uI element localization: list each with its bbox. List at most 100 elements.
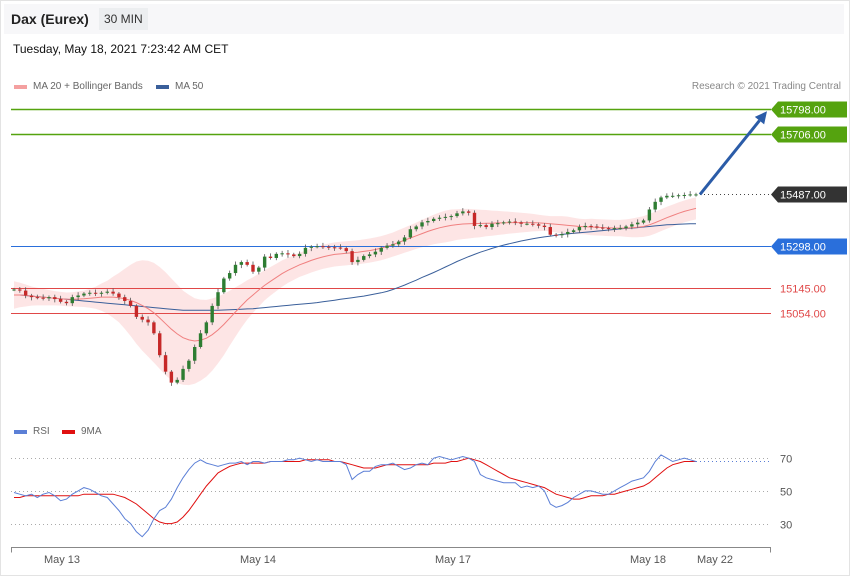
candle-body — [327, 246, 331, 248]
candle-body — [41, 297, 45, 299]
candle-body — [676, 195, 681, 197]
candle-body — [397, 241, 401, 245]
level-label-5: 15054.00 — [780, 309, 826, 321]
chart-datetime: Tuesday, May 18, 2021 7:23:42 AM CET — [13, 42, 229, 56]
ma20-line — [14, 207, 697, 342]
candle-body — [461, 211, 465, 214]
level-tag-0 — [771, 101, 847, 118]
research-credit: Research © 2021 Trading Central — [691, 81, 841, 92]
candle-body — [286, 253, 290, 255]
candle-body — [262, 256, 267, 268]
candle-body — [577, 227, 582, 231]
candle-body — [216, 292, 220, 306]
candle-body — [58, 299, 63, 302]
candle-body — [227, 273, 232, 279]
candle-body — [198, 333, 203, 347]
candle-body — [338, 247, 343, 249]
candle-body — [624, 226, 628, 229]
candle-body — [123, 297, 127, 301]
candle-body — [268, 256, 273, 258]
candle-body — [601, 227, 605, 229]
candle-body — [583, 225, 587, 228]
candle-body — [99, 292, 104, 294]
candle-body — [373, 251, 378, 255]
legend-rsi-swatch — [14, 429, 27, 434]
candle-body — [496, 223, 500, 225]
legend-ma20-swatch — [14, 84, 27, 89]
forecast-arrow — [698, 119, 761, 196]
candle-body — [612, 228, 617, 230]
candle-body — [12, 289, 16, 291]
candle-body — [501, 222, 506, 224]
candle-body — [332, 247, 337, 249]
level-tag-1 — [771, 126, 847, 143]
candle-body — [665, 195, 669, 198]
candle-body — [542, 225, 547, 228]
candle-body — [152, 322, 156, 334]
candle-body — [169, 371, 174, 383]
level-label-0: 15798.00 — [780, 105, 826, 117]
x-tick-label: May 18 — [630, 554, 666, 566]
candle-body — [682, 194, 687, 196]
candle-body — [158, 333, 162, 356]
x-tick-label: May 13 — [44, 554, 80, 566]
candle-body — [688, 194, 692, 196]
candle-body — [670, 195, 675, 197]
candle-body — [408, 229, 413, 238]
candle-body — [53, 297, 57, 300]
candle-body — [385, 245, 389, 248]
candle-body — [210, 305, 214, 323]
candle-body — [443, 216, 448, 218]
legend-ma50-label: MA 50 — [175, 81, 204, 92]
candle-body — [367, 254, 372, 257]
instrument-title: Dax (Eurex) — [11, 11, 89, 27]
candle-body — [23, 290, 28, 296]
candle-body — [76, 295, 80, 298]
candle-body — [431, 218, 436, 221]
candle-body — [350, 251, 354, 263]
candle-body — [245, 262, 249, 265]
candle-body — [472, 212, 477, 226]
candle-body — [362, 256, 366, 260]
candle-body — [437, 217, 442, 219]
candle-body — [204, 322, 209, 334]
candle-body — [659, 197, 663, 202]
level-label-1: 15706.00 — [780, 130, 826, 142]
candle-body — [420, 222, 424, 227]
legend-rsi-label: RSI — [33, 426, 50, 437]
candle-body — [70, 297, 74, 304]
candle-body — [222, 278, 226, 293]
candle-body — [117, 293, 121, 298]
level-tag-2 — [771, 186, 847, 203]
candle-body — [449, 216, 453, 218]
candle-body — [519, 222, 523, 224]
candle-body — [344, 248, 348, 252]
rsi-line — [13, 454, 697, 538]
legend-rsi: RSI — [14, 426, 50, 437]
legend-ma20-label: MA 20 + Bollinger Bands — [33, 81, 143, 92]
ma50-line — [14, 223, 696, 311]
forecast-arrowhead — [754, 111, 767, 125]
rsi-level-label-30: 30 — [780, 520, 792, 532]
candle-body — [641, 220, 646, 223]
candle-body — [513, 221, 517, 223]
candle-body — [181, 368, 185, 380]
candle-body — [93, 292, 98, 294]
candle-body — [484, 225, 488, 228]
candle-body — [111, 291, 115, 294]
candle-body — [647, 209, 652, 221]
candle-body — [525, 223, 529, 225]
rsi-9ma-line — [14, 457, 696, 525]
timeframe-badge[interactable]: 30 MIN — [99, 8, 148, 30]
rsi-level-label-70: 70 — [780, 454, 792, 466]
legend-ma50-swatch — [156, 84, 169, 89]
candle-body — [274, 253, 279, 258]
candle-body — [251, 264, 255, 272]
candles — [12, 191, 698, 386]
candle-body — [606, 228, 611, 230]
candle-body — [239, 262, 244, 265]
level-label-3: 15298.00 — [780, 242, 826, 254]
x-tick-label: May 17 — [435, 554, 471, 566]
candle-body — [315, 246, 319, 248]
